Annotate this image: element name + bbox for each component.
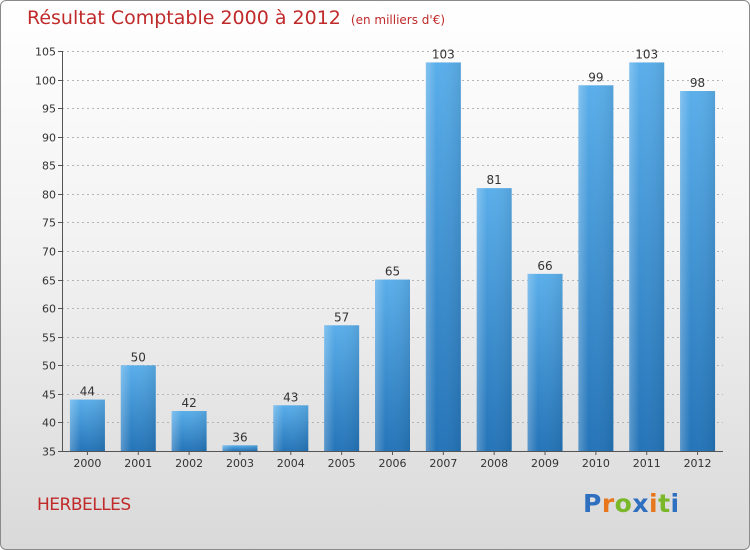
y-tick-label: 95 — [42, 103, 56, 116]
data-label: 81 — [487, 173, 502, 187]
bar-shine — [375, 279, 410, 451]
data-label: 99 — [588, 70, 603, 84]
x-tick-label: 2000 — [73, 457, 101, 470]
chart-title: Résultat Comptable 2000 à 2012 (en millie… — [27, 7, 445, 29]
bar-shine — [120, 365, 156, 451]
bar-shine — [324, 325, 360, 451]
bar-shine — [171, 411, 207, 451]
x-tick-label: 2012 — [684, 457, 712, 470]
y-tick-label: 105 — [35, 46, 56, 59]
logo-letter: P — [583, 489, 602, 518]
bar-shine — [680, 91, 716, 451]
bar-shine — [273, 405, 309, 451]
y-tick-label: 60 — [42, 303, 56, 316]
y-tick-label: 80 — [42, 189, 56, 202]
bar-shine — [476, 188, 512, 451]
y-tick-label: 50 — [42, 360, 56, 373]
logo-letter: r — [601, 489, 615, 518]
bar-shine — [527, 273, 563, 451]
data-label: 65 — [385, 265, 400, 279]
bar-shine — [222, 445, 258, 451]
bar-shine — [69, 399, 105, 451]
chart-title-text: Résultat Comptable 2000 à 2012 — [27, 7, 341, 29]
data-label: 57 — [334, 310, 349, 324]
logo-letter: x — [632, 489, 649, 518]
x-tick-label: 2010 — [582, 457, 610, 470]
x-tick-label: 2002 — [175, 457, 203, 470]
data-label: 50 — [131, 350, 146, 364]
data-label: 42 — [181, 396, 196, 410]
x-tick-label: 2009 — [531, 457, 559, 470]
y-tick-label: 70 — [42, 246, 56, 259]
data-label: 66 — [537, 259, 552, 273]
data-label: 36 — [232, 430, 247, 444]
x-tick-label: 2006 — [379, 457, 407, 470]
y-tick-label: 85 — [42, 160, 56, 173]
logo-letter: o — [614, 489, 633, 518]
data-label: 98 — [690, 76, 705, 90]
bar-shine — [629, 62, 665, 452]
y-tick-label: 35 — [42, 446, 56, 459]
x-tick-label: 2011 — [633, 457, 661, 470]
y-tick-label: 100 — [35, 75, 56, 88]
y-tick-label: 90 — [42, 132, 56, 145]
x-tick-label: 2001 — [124, 457, 152, 470]
bar-shine — [578, 85, 614, 452]
data-label: 103 — [635, 47, 658, 61]
proxiti-logo[interactable]: Proxiti — [583, 489, 680, 518]
x-tick-label: 2003 — [226, 457, 254, 470]
bar-shine — [425, 62, 461, 452]
data-label: 44 — [80, 385, 95, 399]
logo-letter: t — [658, 489, 671, 518]
x-tick-label: 2005 — [328, 457, 356, 470]
y-tick-label: 65 — [42, 275, 56, 288]
y-tick-label: 45 — [42, 389, 56, 402]
bars: 44 50 42 36 43 57 65 103 81 66 99 103 98 — [69, 47, 716, 452]
y-tick-label: 75 — [42, 217, 56, 230]
data-label: 103 — [432, 47, 455, 61]
y-tick-label: 55 — [42, 332, 56, 345]
y-tick-label: 40 — [42, 417, 56, 430]
x-axis: 2000 2001 2002 2003 2004 2005 2006 2007 2008 2009… — [62, 451, 723, 470]
logo-letter: i — [649, 489, 659, 518]
y-axis: 35 40 45 50 55 60 65 70 75 80 85 90 95 100 105 — [35, 46, 63, 459]
commune-name: HERBELLES — [37, 495, 131, 515]
logo-letter: i — [670, 489, 680, 518]
x-tick-label: 2008 — [480, 457, 508, 470]
data-label: 43 — [283, 390, 298, 404]
x-tick-label: 2007 — [429, 457, 457, 470]
x-tick-label: 2004 — [277, 457, 305, 470]
chart-subtitle: (en milliers d'€) — [350, 13, 446, 27]
